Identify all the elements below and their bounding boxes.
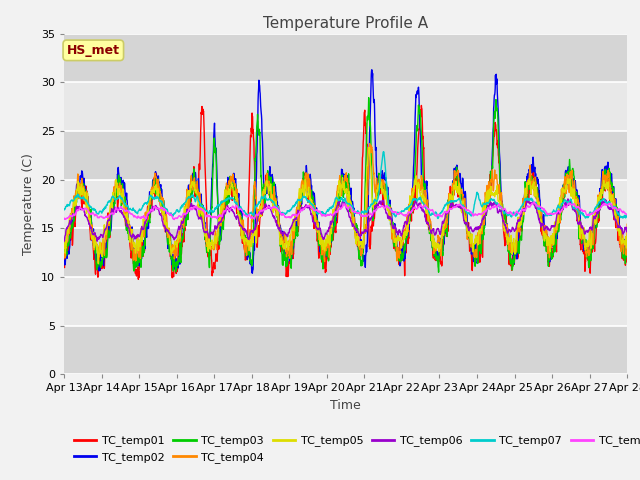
TC_temp01 [218,231,225,237]
TC_temp05 [623,231,631,237]
TC_temp01 [589,240,597,246]
TC_temp07 [217,200,225,206]
TC_temp01 [362,131,370,136]
Bar [64,131,627,180]
TC_temp07 [434,216,442,221]
Line: TC_temp04: TC_temp04 [64,144,627,262]
TC_temp08 [170,216,178,222]
Line: TC_temp05: TC_temp05 [64,147,627,264]
Text: HS_met: HS_met [67,44,120,57]
Bar [64,228,627,277]
TC_temp05 [375,186,383,192]
TC_temp04 [60,255,68,261]
TC_temp08 [574,204,582,210]
TC_temp02 [248,270,256,276]
TC_temp01 [510,260,518,265]
TC_temp07 [60,207,68,213]
TC_temp06 [623,229,631,235]
Bar [64,180,627,228]
TC_temp06 [564,196,572,202]
Legend: TC_temp01, TC_temp02, TC_temp03, TC_temp04, TC_temp05, TC_temp06, TC_temp07, TC_: TC_temp01, TC_temp02, TC_temp03, TC_temp… [70,431,640,468]
TC_temp04 [589,239,597,245]
TC_temp03 [435,269,442,275]
TC_temp04 [574,201,582,206]
TC_temp03 [365,95,372,100]
TC_temp08 [218,212,225,218]
TC_temp08 [589,211,597,216]
TC_temp08 [509,212,517,218]
TC_temp04 [623,221,631,227]
TC_temp02 [60,257,68,263]
TC_temp03 [589,242,597,248]
TC_temp07 [510,209,518,215]
TC_temp06 [362,227,370,233]
TC_temp03 [60,242,68,248]
X-axis label: Time: Time [330,399,361,412]
TC_temp06 [60,239,68,244]
TC_temp08 [374,204,382,210]
TC_temp05 [218,209,225,215]
TC_temp06 [574,219,582,225]
TC_temp07 [374,195,382,201]
TC_temp04 [375,186,383,192]
TC_temp02 [217,236,225,242]
Bar [64,82,627,131]
TC_temp03 [374,179,382,184]
TC_temp01 [574,201,582,206]
TC_temp03 [217,232,225,238]
TC_temp03 [574,195,582,201]
TC_temp04 [217,223,225,229]
TC_temp05 [60,245,68,251]
TC_temp07 [380,149,387,155]
TC_temp05 [365,144,372,150]
TC_temp02 [368,67,376,72]
TC_temp05 [589,219,597,225]
TC_temp01 [374,193,382,199]
TC_temp05 [510,236,518,241]
TC_temp02 [574,200,582,206]
Y-axis label: Temperature (C): Temperature (C) [22,153,35,255]
TC_temp08 [362,213,370,219]
Bar [64,326,627,374]
TC_temp08 [623,212,631,218]
TC_temp08 [60,216,68,222]
TC_temp04 [366,141,374,146]
TC_temp04 [321,259,328,264]
TC_temp06 [374,201,382,207]
TC_temp02 [362,250,370,255]
Line: TC_temp06: TC_temp06 [64,199,627,241]
TC_temp06 [217,218,225,224]
TC_temp07 [362,209,370,215]
TC_temp05 [95,261,102,266]
TC_temp06 [589,217,597,223]
TC_temp01 [134,276,142,282]
Bar [64,277,627,326]
TC_temp01 [417,103,425,108]
TC_temp04 [362,227,370,233]
TC_temp07 [589,209,597,215]
TC_temp03 [362,166,370,171]
Line: TC_temp03: TC_temp03 [64,97,627,272]
TC_temp07 [574,208,582,214]
TC_temp03 [510,258,518,264]
TC_temp05 [574,216,582,222]
Line: TC_temp02: TC_temp02 [64,70,627,273]
TC_temp01 [60,260,68,266]
TC_temp02 [623,236,631,241]
Line: TC_temp08: TC_temp08 [64,202,627,219]
TC_temp03 [623,254,631,260]
Line: TC_temp07: TC_temp07 [64,152,627,218]
Line: TC_temp01: TC_temp01 [64,106,627,279]
Title: Temperature Profile A: Temperature Profile A [263,16,428,31]
TC_temp05 [362,190,370,196]
Bar [64,34,627,82]
TC_temp04 [510,249,518,255]
TC_temp02 [589,236,597,242]
TC_temp02 [375,172,383,178]
TC_temp07 [623,212,631,217]
TC_temp08 [530,199,538,205]
TC_temp06 [509,226,517,232]
TC_temp01 [623,259,631,265]
TC_temp02 [510,260,518,265]
